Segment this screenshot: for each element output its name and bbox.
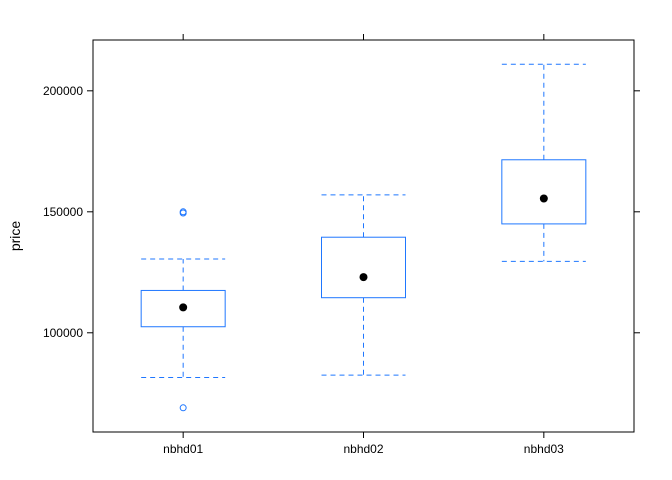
x-tick-label-nbhd01: nbhd01	[163, 442, 203, 456]
boxes-layer	[140, 63, 587, 412]
y-tick-label-150000: 150000	[43, 205, 83, 219]
median-dot-nbhd01	[179, 303, 188, 312]
box-group-nbhd03	[501, 63, 587, 262]
outlier-nbhd01-2	[179, 208, 187, 216]
y-tick-label-200000: 200000	[43, 84, 83, 98]
x-axis: nbhd01 nbhd02 nbhd03	[163, 34, 564, 456]
box-group-nbhd01	[140, 208, 226, 412]
outlier-nbhd01-0	[179, 404, 187, 412]
box-nbhd03	[501, 159, 587, 225]
x-tick-label-nbhd03: nbhd03	[524, 442, 564, 456]
y-tick-label-100000: 100000	[43, 326, 83, 340]
box-nbhd01	[140, 289, 226, 328]
y-axis: 100000 150000 200000	[43, 84, 640, 340]
box-nbhd02	[321, 236, 406, 299]
median-dot-nbhd03	[539, 194, 548, 203]
x-tick-label-nbhd02: nbhd02	[343, 442, 383, 456]
box-group-nbhd02	[321, 194, 406, 376]
median-dot-nbhd02	[359, 273, 368, 282]
y-axis-title: price	[7, 221, 23, 252]
